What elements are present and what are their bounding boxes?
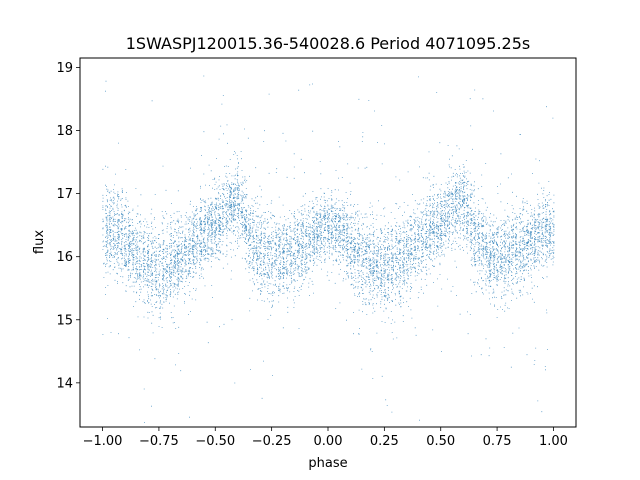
x-axis: −1.00 −0.75 −0.50 −0.25 0.00 0.25 0.50 0.75 1.00	[83, 427, 568, 449]
x-tick-label: 1.00	[539, 434, 568, 449]
x-tick-label: −0.50	[195, 434, 235, 449]
y-tick-label: 15	[56, 313, 73, 328]
y-tick-label: 14	[56, 376, 73, 391]
scatter-points	[102, 75, 555, 423]
x-tick-label: 0.25	[370, 434, 399, 449]
y-tick-label: 16	[56, 250, 73, 265]
x-axis-label: phase	[308, 456, 347, 471]
x-tick-label: 0.50	[426, 434, 455, 449]
y-tick-label: 19	[56, 61, 73, 76]
chart-title: 1SWASPJ120015.36-540028.6 Period 4071095…	[126, 34, 531, 53]
x-tick-label: 0.75	[483, 434, 512, 449]
x-tick-label: −0.25	[252, 434, 292, 449]
x-tick-label: −1.00	[83, 434, 123, 449]
flux-data-points	[102, 75, 555, 423]
y-tick-label: 17	[56, 187, 73, 202]
y-axis-label: flux	[32, 230, 47, 254]
y-axis: 14 15 16 17 18 19	[56, 61, 80, 391]
x-tick-label: −0.75	[139, 434, 179, 449]
y-tick-label: 18	[56, 124, 73, 139]
x-tick-label: 0.00	[314, 434, 343, 449]
